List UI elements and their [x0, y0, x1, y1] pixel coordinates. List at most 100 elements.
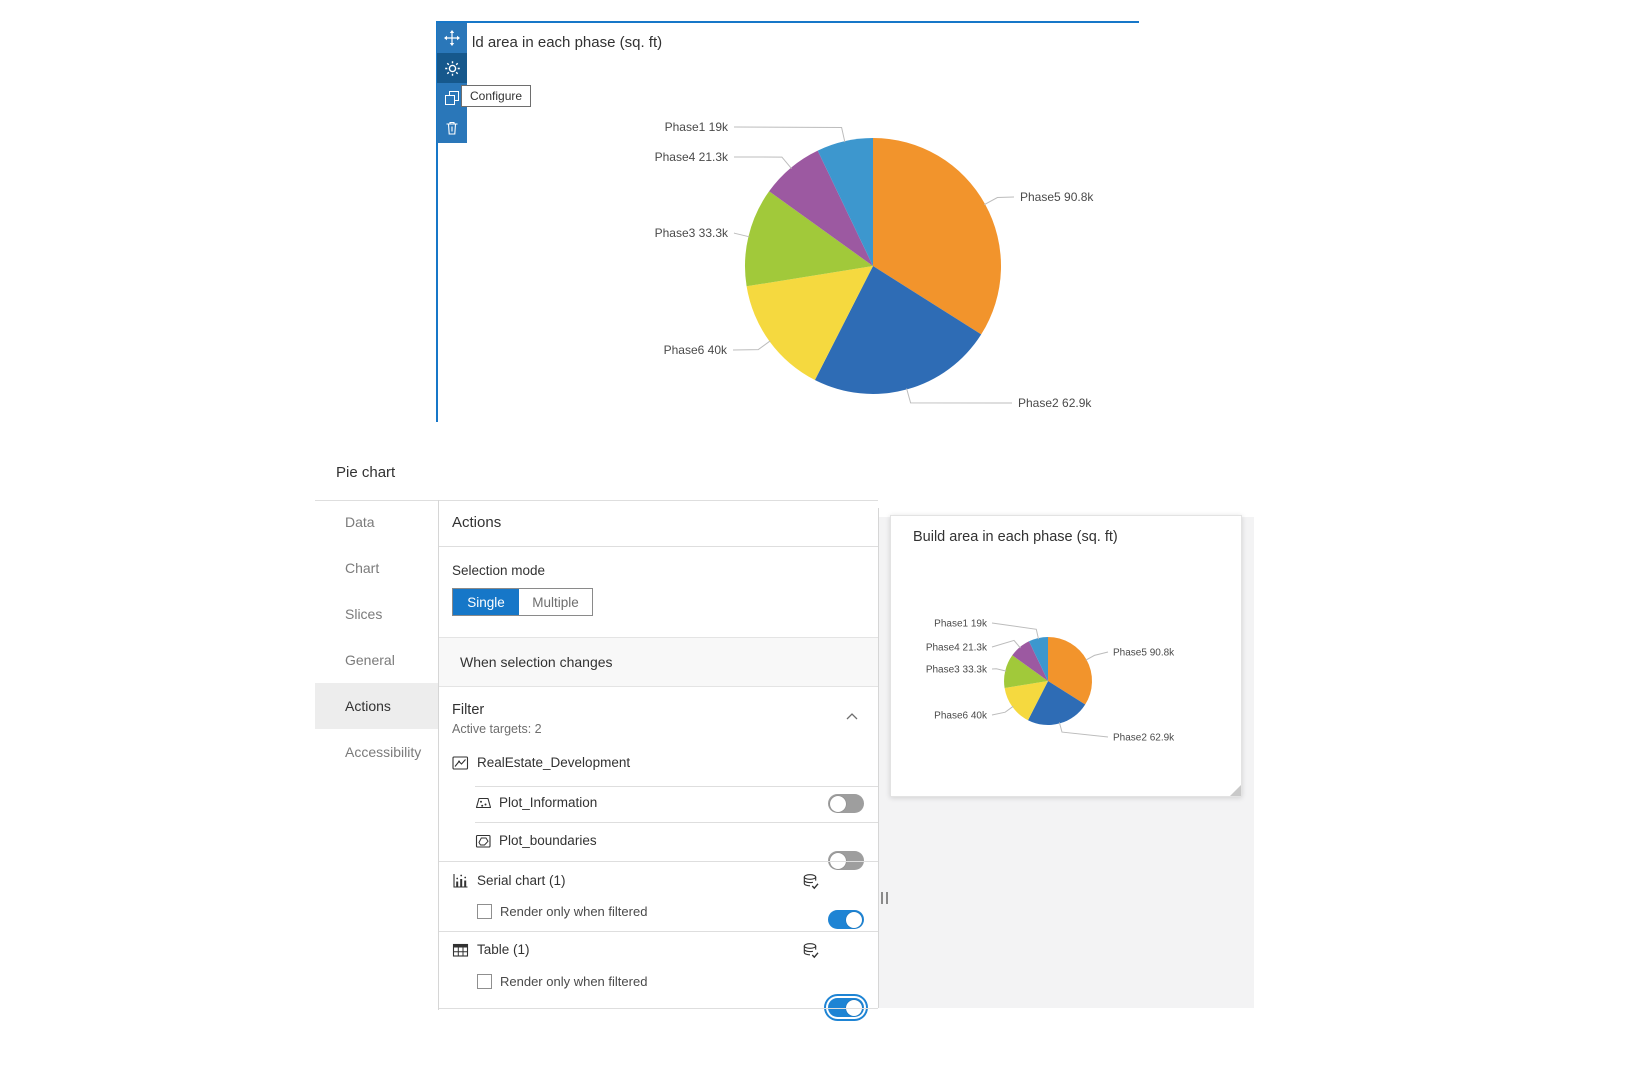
- preview-card-title: Build area in each phase (sq. ft): [913, 529, 1118, 545]
- pie-slice-label: Phase4 21.3k: [655, 150, 729, 164]
- configure-tooltip: Configure: [461, 85, 532, 107]
- pie-leader-line: [906, 388, 1013, 404]
- pie-leader-line: [991, 622, 1039, 640]
- pie-slice-phase4[interactable]: [769, 150, 873, 266]
- pie-slice-phase1[interactable]: [817, 138, 873, 266]
- render-only-when-filtered-label: Render only when filtered: [500, 904, 648, 919]
- panel-bottom-border: [439, 1008, 878, 1009]
- pie-slice-phase5[interactable]: [873, 138, 1002, 335]
- section-divider: [439, 546, 878, 547]
- pie-leader-line: [1085, 651, 1109, 661]
- pie-slice-label: Phase4 21.3k: [926, 643, 988, 654]
- selection-mode-multiple-button[interactable]: Multiple: [532, 594, 579, 610]
- filter-target-label: Table (1): [477, 942, 530, 957]
- toggle-knob: [846, 999, 862, 1016]
- pie-slice-phase6[interactable]: [746, 266, 873, 380]
- pie-slice-phase3[interactable]: [744, 191, 873, 287]
- filter-source-layer: RealEstate_Development: [477, 755, 631, 770]
- pie-slice-label: Phase6 40k: [664, 343, 728, 357]
- pie-slice-phase4[interactable]: [1012, 641, 1048, 681]
- render-only-when-filtered-label: Render only when filtered: [500, 974, 648, 989]
- selection-mode-control: Single Multiple: [452, 588, 593, 616]
- pie-slice-label: Phase3 33.3k: [655, 226, 729, 240]
- when-selection-changes-label: When selection changes: [460, 654, 613, 670]
- pie-slice-label: Phase1 19k: [665, 120, 729, 134]
- plot-information-toggle[interactable]: [828, 794, 864, 813]
- tab-accessibility[interactable]: Accessibility: [345, 744, 422, 760]
- gear-icon: [444, 60, 461, 77]
- pie-slice-phase2[interactable]: [1028, 681, 1086, 726]
- pie-leader-line: [983, 196, 1015, 206]
- duplicate-button[interactable]: [437, 83, 467, 113]
- table-toggle[interactable]: [828, 998, 864, 1017]
- pie-slice-label: Phase3 33.3k: [926, 665, 988, 676]
- pie-slice-phase5[interactable]: [1048, 637, 1093, 705]
- trash-icon: [444, 120, 460, 136]
- toggle-knob: [830, 852, 846, 869]
- configure-button[interactable]: [437, 53, 467, 83]
- selection-mode-single-button[interactable]: Single: [453, 589, 519, 615]
- pie-leader-line: [991, 705, 1014, 716]
- plot-boundaries-toggle[interactable]: [828, 851, 864, 870]
- pie-leader-line: [733, 126, 846, 143]
- panel-top-border: [315, 500, 878, 501]
- table-icon: [452, 942, 469, 958]
- serial-chart-icon: [452, 872, 469, 889]
- row-divider: [475, 822, 878, 823]
- pie-slice-phase3[interactable]: [1004, 655, 1048, 688]
- tab-chart[interactable]: Chart: [345, 560, 380, 576]
- panel-resize-handle[interactable]: [881, 891, 888, 909]
- row-divider: [475, 786, 878, 787]
- pie-leader-line: [732, 340, 771, 351]
- filter-action-title: Filter: [452, 702, 485, 718]
- pie-slice-label: Phase5 90.8k: [1113, 648, 1175, 659]
- serial-chart-toggle[interactable]: [828, 910, 864, 929]
- pie-slice-phase1[interactable]: [1029, 637, 1048, 681]
- tab-slices[interactable]: Slices: [345, 606, 383, 622]
- move-button[interactable]: [437, 23, 467, 53]
- render-only-when-filtered-checkbox[interactable]: [477, 904, 492, 919]
- actions-section-title: Actions: [452, 514, 502, 531]
- filter-target-label: Plot_Information: [499, 795, 598, 810]
- map-edit-icon: [452, 755, 469, 771]
- delete-button[interactable]: [437, 113, 467, 143]
- group-divider: [439, 931, 878, 932]
- pie-leader-line: [1058, 722, 1109, 738]
- pie-slice-label: Phase2 62.9k: [1113, 733, 1175, 744]
- sidebar-divider: [438, 500, 439, 1010]
- when-selection-changes-header: When selection changes: [439, 637, 878, 687]
- widget-selection-border-top: [437, 21, 1139, 23]
- pie-leader-line: [733, 156, 792, 169]
- collapse-filter-button[interactable]: [846, 713, 858, 720]
- filtered-data-icon: [802, 942, 820, 959]
- duplicate-icon: [444, 90, 460, 106]
- tab-general[interactable]: General: [345, 652, 395, 668]
- pie-slice-label: Phase5 90.8k: [1020, 190, 1094, 204]
- toggle-knob: [830, 795, 846, 812]
- widget-selection-border-left: [436, 21, 438, 422]
- pie-slice-label: Phase6 40k: [934, 711, 988, 722]
- pie-chart: Phase5 90.8k Phase2 62.9k Phase6 40k Phase3…: [655, 120, 1095, 410]
- resize-corner[interactable]: [1230, 785, 1241, 796]
- filter-active-targets: Active targets: 2: [452, 722, 542, 736]
- config-dialog-title: Pie chart: [336, 464, 396, 481]
- filter-target-label: Plot_boundaries: [499, 833, 597, 848]
- pie-slice-phase6[interactable]: [1004, 681, 1048, 721]
- widget-title: ld area in each phase (sq. ft): [472, 34, 663, 51]
- tab-actions[interactable]: Actions: [315, 683, 438, 729]
- point-layer-icon: [475, 795, 492, 811]
- tab-data[interactable]: Data: [345, 514, 375, 530]
- group-divider: [439, 861, 878, 862]
- pie-slice-phase2[interactable]: [814, 266, 982, 394]
- pie-slice-label: Phase2 62.9k: [1018, 396, 1092, 410]
- pie-slice-label: Phase1 19k: [934, 619, 988, 630]
- preview-divider: [878, 508, 879, 1008]
- filter-target-label: Serial chart (1): [477, 873, 566, 888]
- selection-mode-label: Selection mode: [452, 563, 546, 578]
- pie-leader-line: [991, 668, 1007, 672]
- chevron-up-icon: [846, 713, 858, 720]
- render-only-when-filtered-checkbox[interactable]: [477, 974, 492, 989]
- toggle-knob: [846, 911, 862, 928]
- move-icon: [444, 30, 460, 46]
